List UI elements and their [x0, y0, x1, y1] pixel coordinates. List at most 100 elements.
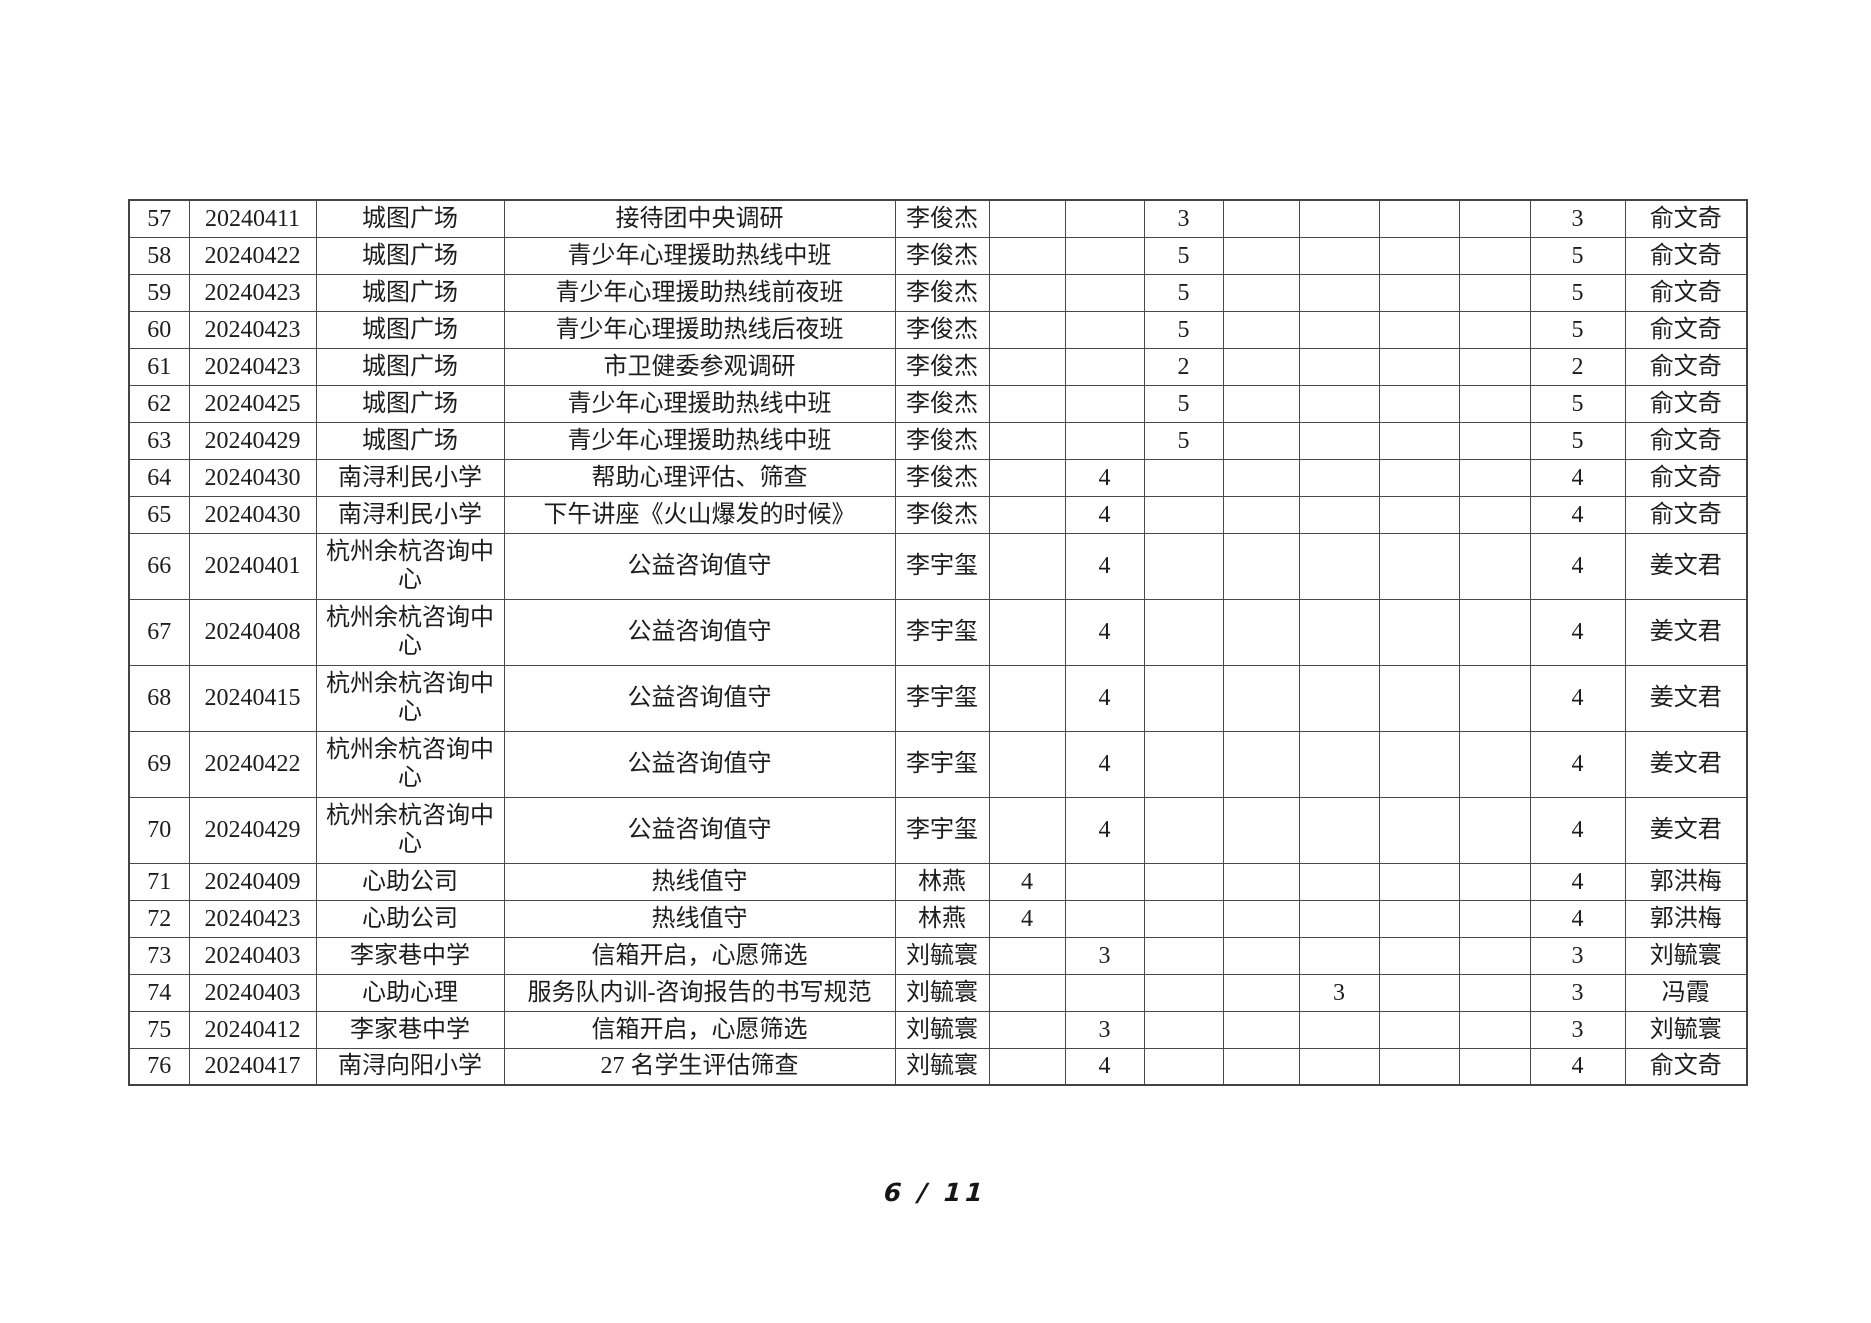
activity-table: 57 20240411 城图广场 接待团中央调研 李俊杰 3 3 俞文奇 58 20240422 城…	[128, 199, 1748, 1086]
cell-location: 心助心理	[315, 973, 505, 1012]
cell-c5	[1298, 532, 1380, 600]
cell-c4	[1222, 421, 1300, 460]
cell-c2: 4	[1064, 796, 1145, 864]
cell-c4	[1222, 862, 1300, 901]
cell-person: 李俊杰	[894, 458, 990, 497]
cell-auditor: 俞文奇	[1624, 384, 1748, 423]
cell-c1	[988, 199, 1066, 238]
cell-person: 刘毓寰	[894, 936, 990, 975]
cell-c7	[1458, 495, 1531, 534]
cell-c4	[1222, 899, 1300, 938]
cell-c7	[1458, 199, 1531, 238]
cell-c5	[1298, 273, 1380, 312]
table-row: 58 20240422 城图广场 青少年心理援助热线中班 李俊杰 5 5 俞文奇	[128, 236, 1748, 275]
cell-num: 62	[128, 384, 190, 423]
cell-c5	[1298, 458, 1380, 497]
cell-c2: 3	[1064, 1010, 1145, 1049]
cell-total: 4	[1529, 664, 1626, 732]
cell-activity: 市卫健委参观调研	[503, 347, 896, 386]
cell-c1	[988, 347, 1066, 386]
cell-total: 4	[1529, 899, 1626, 938]
activity-table-body: 57 20240411 城图广场 接待团中央调研 李俊杰 3 3 俞文奇 58 20240422 城…	[128, 199, 1748, 1086]
cell-c1: 4	[988, 899, 1066, 938]
cell-total: 4	[1529, 458, 1626, 497]
cell-c1	[988, 730, 1066, 798]
cell-location: 杭州余杭咨询中心	[315, 664, 505, 732]
cell-c7	[1458, 899, 1531, 938]
cell-date: 20240429	[188, 421, 317, 460]
table-row: 62 20240425 城图广场 青少年心理援助热线中班 李俊杰 5 5 俞文奇	[128, 384, 1748, 423]
cell-c5	[1298, 310, 1380, 349]
cell-c3	[1143, 532, 1224, 600]
cell-person: 李宇玺	[894, 532, 990, 600]
cell-location: 南浔利民小学	[315, 495, 505, 534]
cell-total: 5	[1529, 310, 1626, 349]
cell-auditor: 姜文君	[1624, 664, 1748, 732]
cell-c2	[1064, 199, 1145, 238]
cell-c1	[988, 458, 1066, 497]
table-row: 63 20240429 城图广场 青少年心理援助热线中班 李俊杰 5 5 俞文奇	[128, 421, 1748, 460]
table-row: 69 20240422 杭州余杭咨询中心 公益咨询值守 李宇玺 4 4 姜文君	[128, 730, 1748, 798]
cell-location: 杭州余杭咨询中心	[315, 730, 505, 798]
cell-c2: 4	[1064, 598, 1145, 666]
cell-c7	[1458, 730, 1531, 798]
page-footer: 6 / 11	[0, 1178, 1871, 1207]
cell-auditor: 俞文奇	[1624, 273, 1748, 312]
cell-date: 20240403	[188, 936, 317, 975]
cell-c3: 2	[1143, 347, 1224, 386]
cell-location: 心助公司	[315, 899, 505, 938]
cell-c6	[1378, 421, 1460, 460]
cell-location: 李家巷中学	[315, 936, 505, 975]
table-row: 65 20240430 南浔利民小学 下午讲座《火山爆发的时候》 李俊杰 4 4 俞文奇	[128, 495, 1748, 534]
cell-c5	[1298, 199, 1380, 238]
cell-num: 67	[128, 598, 190, 666]
cell-c7	[1458, 862, 1531, 901]
cell-c5	[1298, 1010, 1380, 1049]
cell-c1	[988, 236, 1066, 275]
cell-c3	[1143, 796, 1224, 864]
cell-person: 李宇玺	[894, 664, 990, 732]
cell-c1	[988, 1047, 1066, 1086]
cell-total: 3	[1529, 1010, 1626, 1049]
cell-num: 60	[128, 310, 190, 349]
table-row: 74 20240403 心助心理 服务队内训-咨询报告的书写规范 刘毓寰 3 3 冯霞	[128, 973, 1748, 1012]
cell-auditor: 俞文奇	[1624, 199, 1748, 238]
cell-person: 刘毓寰	[894, 973, 990, 1012]
cell-activity: 公益咨询值守	[503, 664, 896, 732]
cell-c5	[1298, 421, 1380, 460]
cell-c6	[1378, 495, 1460, 534]
table-row: 66 20240401 杭州余杭咨询中心 公益咨询值守 李宇玺 4 4 姜文君	[128, 532, 1748, 600]
table-row: 60 20240423 城图广场 青少年心理援助热线后夜班 李俊杰 5 5 俞文奇	[128, 310, 1748, 349]
cell-activity: 信箱开启，心愿筛选	[503, 936, 896, 975]
cell-c5	[1298, 936, 1380, 975]
cell-c3	[1143, 458, 1224, 497]
table-row: 68 20240415 杭州余杭咨询中心 公益咨询值守 李宇玺 4 4 姜文君	[128, 664, 1748, 732]
cell-person: 李俊杰	[894, 347, 990, 386]
cell-num: 59	[128, 273, 190, 312]
cell-auditor: 姜文君	[1624, 598, 1748, 666]
cell-c5: 3	[1298, 973, 1380, 1012]
cell-person: 林燕	[894, 899, 990, 938]
cell-auditor: 冯霞	[1624, 973, 1748, 1012]
cell-person: 李俊杰	[894, 236, 990, 275]
cell-c7	[1458, 458, 1531, 497]
cell-total: 4	[1529, 532, 1626, 600]
cell-c7	[1458, 310, 1531, 349]
cell-c6	[1378, 973, 1460, 1012]
cell-c5	[1298, 862, 1380, 901]
cell-c6	[1378, 273, 1460, 312]
cell-num: 68	[128, 664, 190, 732]
cell-auditor: 姜文君	[1624, 730, 1748, 798]
cell-date: 20240409	[188, 862, 317, 901]
cell-date: 20240423	[188, 347, 317, 386]
cell-c5	[1298, 730, 1380, 798]
cell-c7	[1458, 421, 1531, 460]
cell-c4	[1222, 458, 1300, 497]
cell-activity: 信箱开启，心愿筛选	[503, 1010, 896, 1049]
cell-c6	[1378, 1010, 1460, 1049]
table-row: 76 20240417 南浔向阳小学 27 名学生评估筛查 刘毓寰 4 4 俞文奇	[128, 1047, 1748, 1086]
cell-c6	[1378, 199, 1460, 238]
cell-total: 4	[1529, 1047, 1626, 1086]
cell-num: 61	[128, 347, 190, 386]
